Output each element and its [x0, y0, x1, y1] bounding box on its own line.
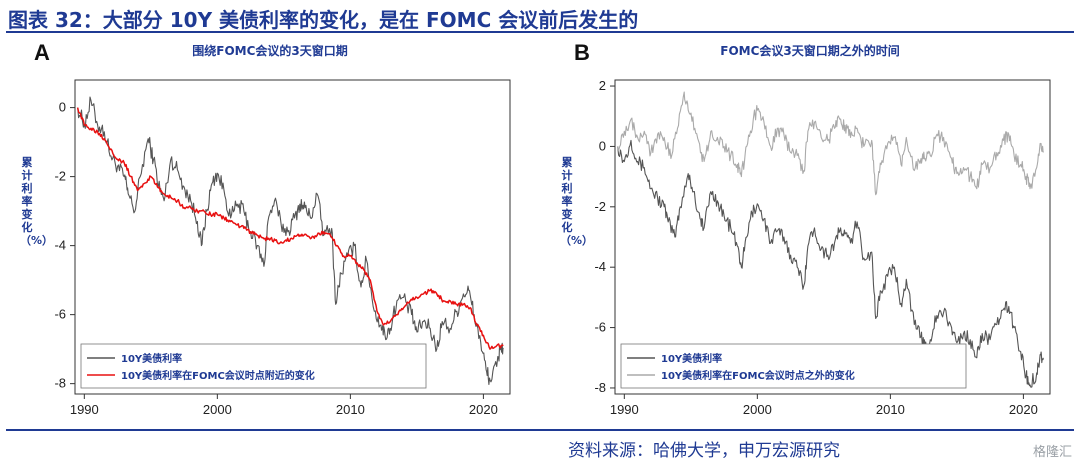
- series-line-1: [77, 96, 504, 385]
- y-tick-label: -2: [54, 169, 66, 184]
- legend-box: [80, 343, 427, 389]
- legend-entry-1: 10Y美债利率: [661, 352, 722, 365]
- x-tick-label: 2010: [336, 402, 365, 417]
- legend-entry-1: 10Y美债利率: [121, 352, 182, 365]
- y-tick-label: -4: [54, 238, 66, 253]
- title-rule: [6, 31, 1074, 33]
- panel-letter-b: B: [574, 40, 590, 65]
- panel-title-a: 围绕FOMC会议的3天窗口期: [192, 44, 348, 58]
- x-tick-label: 2000: [743, 402, 772, 417]
- y-tick-label: -6: [594, 320, 606, 335]
- y-tick-label: -4: [594, 259, 606, 274]
- x-tick-label: 1990: [70, 402, 99, 417]
- y-tick-label: -2: [594, 199, 606, 214]
- series-line-1: [617, 139, 1044, 388]
- legend-entry-2: 10Y美债利率在FOMC会议时点附近的变化: [121, 369, 315, 382]
- legend-entry-2: 10Y美债利率在FOMC会议时点之外的变化: [661, 369, 855, 382]
- panel-letter-a: A: [34, 40, 50, 65]
- series-line-2: [617, 91, 1044, 196]
- y-tick-label: -8: [594, 380, 606, 395]
- plot-frame: [614, 79, 1051, 395]
- panel-title-b: FOMC会议3天窗口期之外的时间: [720, 44, 900, 58]
- plot-frame: [74, 79, 511, 395]
- x-tick-label: 2010: [876, 402, 905, 417]
- source-note: 资料来源：哈佛大学，申万宏源研究: [568, 441, 840, 461]
- watermark-logo: 格隆汇: [1032, 445, 1072, 460]
- chart-b: 2 0 -2 -4 -6 -8 1990 2000 2010 2020 10Y美债利率 10Y美债利率…: [594, 78, 1051, 417]
- x-tick-label: 2020: [1009, 402, 1038, 417]
- y-tick-label: 2: [599, 78, 606, 93]
- panel-b: B FOMC会议3天窗口期之外的时间 累计利率变化（%） 2 0 -2 -4 -6 -8 1…: [540, 36, 1080, 426]
- chart-a: 0 -2 -4 -6 -8 1990 2000 2010 2020 10Y美债利率 10Y美债利率在…: [54, 79, 511, 417]
- series-line-2: [76, 107, 504, 350]
- y-tick-label: -8: [54, 376, 66, 391]
- x-tick-label: 2000: [203, 402, 232, 417]
- x-tick-label: 2020: [469, 402, 498, 417]
- footer-rule: [6, 429, 1074, 431]
- legend-box: [620, 343, 967, 389]
- x-tick-label: 1990: [610, 402, 639, 417]
- panel-a: A 围绕FOMC会议的3天窗口期 累计利率变化（%） 0 -2 -4 -6 -8 1990…: [0, 36, 540, 426]
- y-tick-label: 0: [599, 138, 606, 153]
- figure-title: 图表 32：大部分 10Y 美债利率的变化，是在 FOMC 会议前后发生的: [8, 8, 639, 32]
- y-tick-label: -6: [54, 307, 66, 322]
- y-tick-label: 0: [59, 100, 66, 115]
